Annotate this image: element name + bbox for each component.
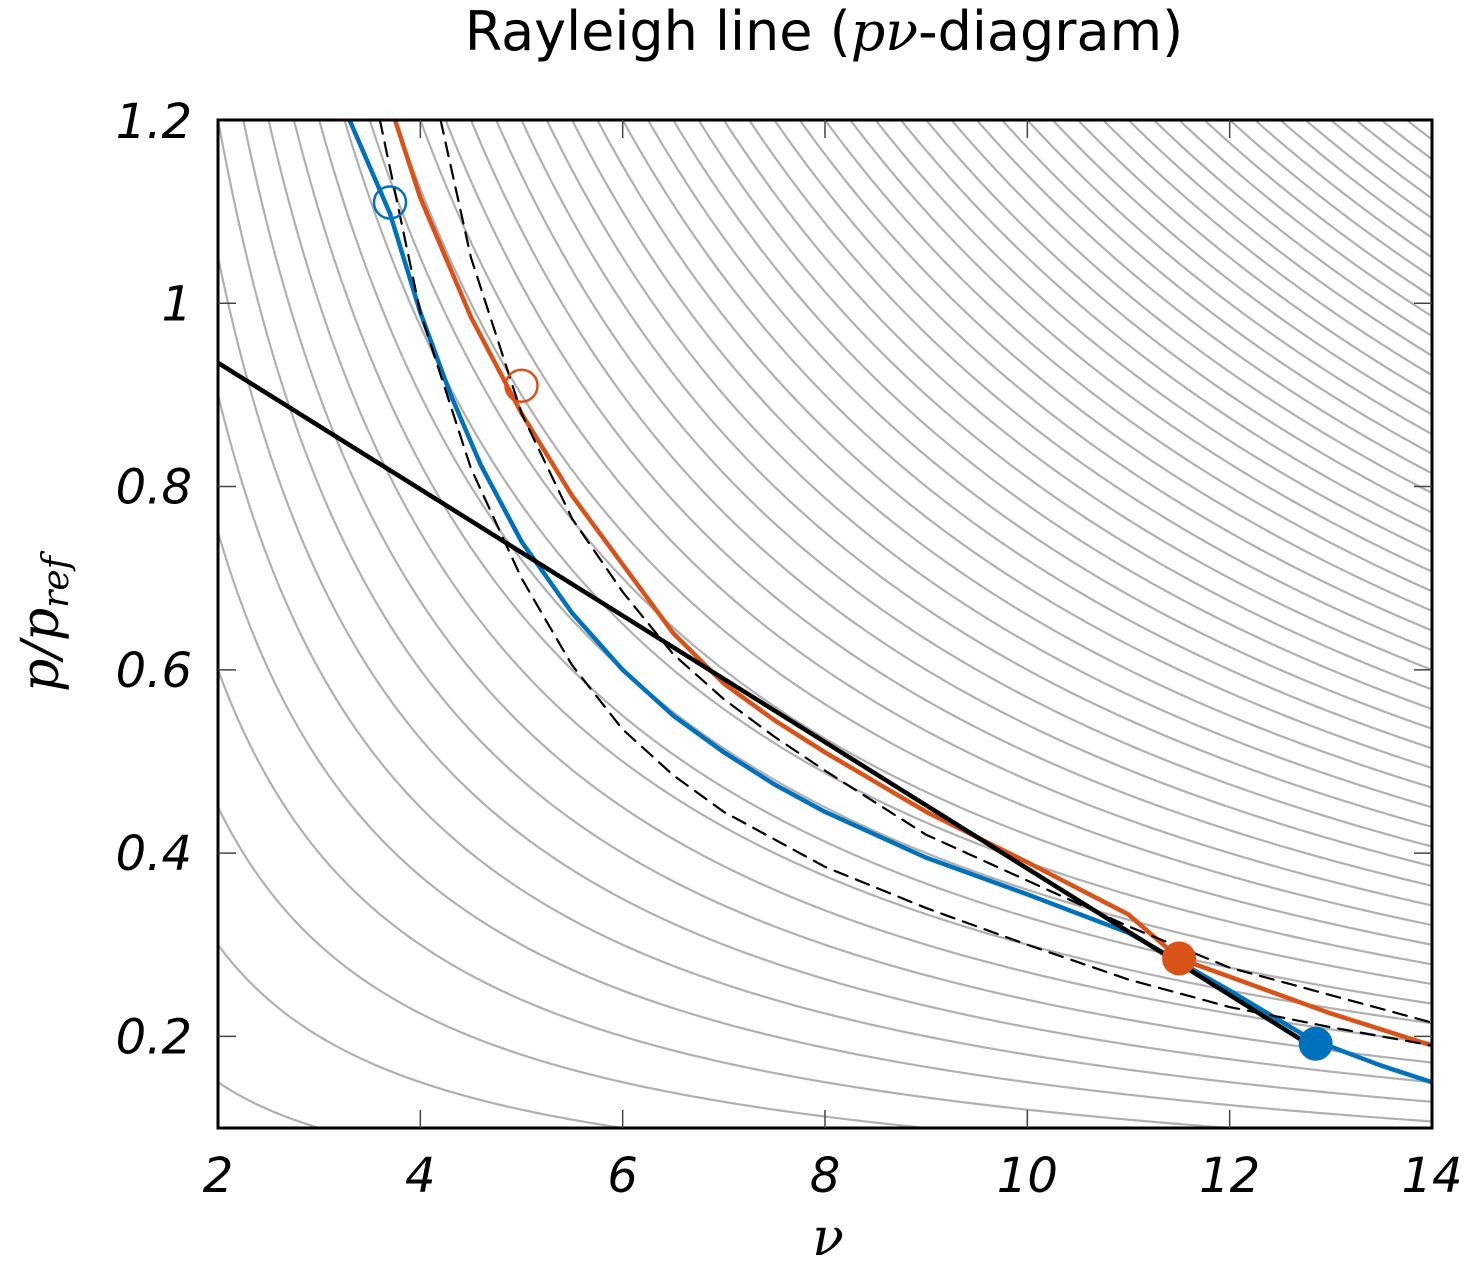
x-axis-ticks: 2 4 6 8 10 12 14 [203,120,1463,1204]
x-tick-label-1: 4 [405,1148,436,1204]
isotherm-45 [1177,120,1432,318]
isotherm-19 [520,120,1432,828]
series-line-4 [218,360,1313,1048]
series-line-2 [378,120,1432,1047]
isotherm-15 [419,120,1432,907]
isotherm-20 [545,120,1432,809]
isotherm-40 [1051,120,1432,416]
isotherm-26 [697,120,1432,691]
isotherm-30 [798,120,1432,612]
x-tick-label-2: 6 [607,1148,638,1204]
chart-title-math: pν [851,0,918,63]
isotherm-46 [1202,120,1432,298]
isotherm-44 [1152,120,1432,337]
isotherm-8 [242,120,1432,1045]
series-line-1 [392,120,1432,1048]
isotherm-34 [899,120,1432,534]
isotherm-3 [218,669,1245,1128]
filled-marker-2 [1162,941,1197,976]
isotherm-5 [218,394,1432,1103]
isotherm-32 [848,120,1432,573]
y-axis-ticks: 0.2 0.4 0.6 0.8 1 [116,276,1432,1065]
isotherm-21 [570,120,1432,789]
isotherm-23 [621,120,1432,750]
isotherm-13 [368,120,1432,946]
isotherm-36 [950,120,1432,495]
isotherm-10 [292,120,1432,1005]
isotherm-6 [218,257,1432,1084]
isotherm-42 [1101,120,1432,377]
isotherm-28 [747,120,1432,652]
isotherm-43 [1126,120,1432,357]
x-axis-label: ν [812,1208,844,1262]
chart-title-prefix: Rayleigh line ( [465,0,851,63]
series-lines [218,120,1432,1085]
isotherm-38 [1000,120,1432,455]
isotherm-4 [218,532,1432,1123]
state-markers [372,185,1333,1061]
isotherm-14 [393,120,1432,927]
isotherm-12 [343,120,1432,966]
open-marker-1 [504,368,539,403]
isotherm-17 [469,120,1432,868]
x-tick-label-4: 10 [997,1148,1058,1204]
isotherm-29 [773,120,1432,632]
series-line-3 [439,120,1432,1024]
isotherm-33 [874,120,1432,553]
x-tick-label-0: 2 [203,1148,234,1204]
isotherm-37 [975,120,1432,475]
y-axis-label: p/pref [11,550,77,692]
y-axis-top-label: 1.2 [116,94,192,150]
y-tick-label-2: 0.6 [116,643,192,699]
isotherm-1 [218,944,631,1128]
y-axis-label-main: p/p [11,608,71,692]
isotherm-25 [671,120,1432,711]
isotherm-16 [444,120,1432,887]
y-axis-label-sub: ref [36,550,77,608]
isotherm-39 [1025,120,1432,436]
x-tick-label-3: 8 [810,1148,841,1204]
isotherm-27 [722,120,1432,671]
isotherm-31 [823,120,1432,593]
y-tick-label-1: 0.4 [116,826,192,882]
plot-frame [216,118,1434,1130]
open-marker-0 [372,185,408,220]
filled-marker-3 [1298,1026,1333,1061]
y-tick-label-0: 0.2 [116,1009,192,1065]
chart-title-suffix: -diagram) [918,0,1183,63]
isotherm-11 [318,120,1432,986]
isotherm-35 [924,120,1432,514]
isotherm-41 [1076,120,1432,396]
series-line-0 [347,120,1432,1085]
isotherm-22 [596,120,1432,770]
y-tick-label-3: 0.8 [116,460,192,516]
chart-title: Rayleigh line (pν-diagram) [465,0,1183,63]
isotherm-24 [646,120,1432,730]
isotherm-curves [218,120,1432,1128]
isotherm-7 [218,120,1432,1064]
x-tick-label-6: 14 [1401,1148,1462,1204]
isotherm-18 [495,120,1432,848]
x-tick-label-5: 12 [1199,1148,1260,1204]
y-tick-label-4: 1 [161,276,192,332]
